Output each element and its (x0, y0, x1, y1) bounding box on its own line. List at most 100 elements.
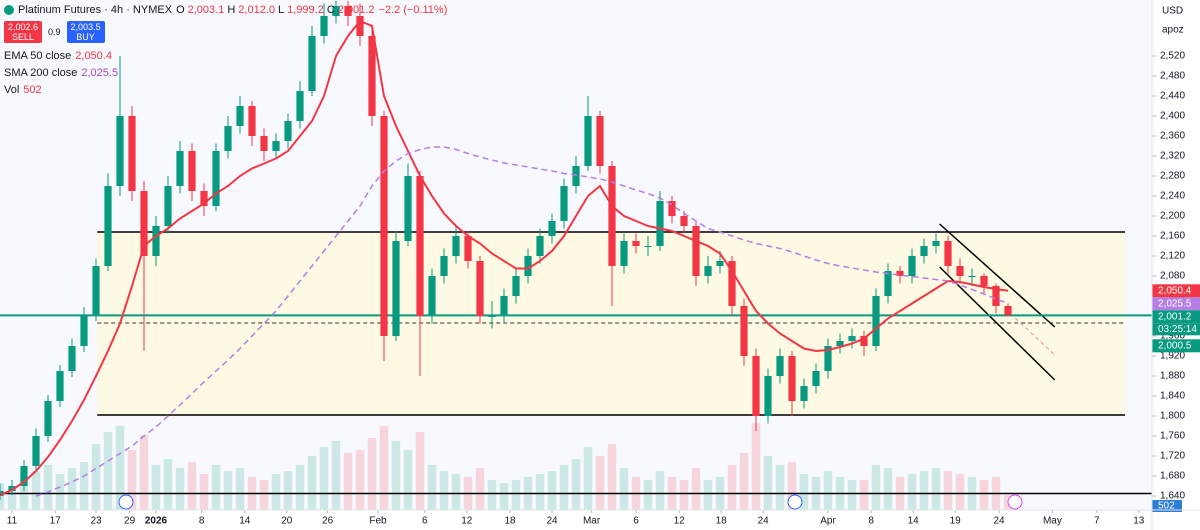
price-tag-label: 2,050.4 (1158, 285, 1192, 296)
ohlc-value: 2,012.0 (238, 4, 275, 16)
volume-bar (175, 468, 185, 510)
indicator-name: EMA 50 close (4, 50, 72, 62)
candle-body (728, 261, 736, 306)
candle-body (56, 371, 64, 401)
volume-bar (0, 483, 5, 510)
channel-line (939, 223, 1056, 328)
x-tick-label: Apr (820, 516, 836, 527)
candle-body (752, 356, 760, 416)
y-tick-label: 2,320 (1160, 151, 1185, 162)
candle-body (920, 246, 928, 256)
event-icon[interactable] (787, 494, 803, 510)
event-icon[interactable] (1007, 494, 1023, 510)
volume-bar (307, 456, 317, 510)
volume-bar (595, 456, 605, 510)
countdown-tag (1152, 323, 1200, 336)
volume-bar (331, 441, 341, 510)
candle-body (368, 36, 376, 116)
y-tick-label: 1,960 (1160, 331, 1185, 342)
candle-body (476, 261, 484, 316)
volume-bar (391, 441, 401, 510)
x-tick-label: 14 (908, 516, 920, 527)
volume-bar (223, 471, 233, 510)
volume-bar (139, 435, 149, 510)
channel-line (939, 266, 1056, 381)
x-tick-label: 6 (422, 516, 428, 527)
x-tick-label: 13 (1133, 516, 1145, 527)
indicator-name: Vol (4, 84, 20, 96)
candle-body (740, 306, 748, 356)
volume-tag-label: 502 (1158, 501, 1175, 512)
candle-body (380, 116, 388, 336)
candle-body (692, 226, 700, 276)
ohlc-key: L (277, 4, 285, 16)
candle-body (620, 241, 628, 266)
volume-bar (859, 480, 869, 510)
candle-body (716, 261, 724, 266)
ohlc-key: C (326, 4, 335, 16)
y-tick-label: 2,200 (1160, 211, 1185, 222)
volume-bar (499, 483, 509, 510)
candle-body (428, 276, 436, 316)
candle-body (356, 16, 364, 36)
y-tick-label: 1,760 (1160, 431, 1185, 442)
indicator-value: 502 (23, 84, 42, 96)
symbol: Platinum Futures · 4h · NYMEX (18, 4, 173, 16)
y-tick-label: 2,160 (1160, 231, 1185, 242)
volume-bar (727, 465, 737, 510)
buy-label: BUY (76, 32, 95, 42)
y-tick-label: 1,840 (1160, 391, 1185, 402)
candle-body (344, 6, 352, 16)
volume-bar (763, 456, 773, 510)
y-tick-label: 2,240 (1160, 191, 1185, 202)
x-tick-label: 26 (322, 516, 334, 527)
candle-body (452, 236, 460, 256)
volume-bar (871, 465, 881, 510)
candle-body (932, 241, 940, 246)
indicator: Vol 502 (4, 84, 42, 96)
volume-bar (55, 474, 65, 510)
volume-bar (427, 465, 437, 510)
candle-body (260, 136, 268, 151)
x-tick-label: 11 (7, 516, 18, 527)
candle-body (1004, 306, 1012, 316)
price-tag (1152, 310, 1200, 324)
buy-button[interactable]: 2,003.5 BUY (66, 21, 105, 43)
volume-bar (511, 480, 521, 510)
volume-bar (127, 450, 137, 510)
candle-body (32, 436, 40, 466)
y-tick-label: 2,120 (1160, 251, 1185, 262)
ema-line (0, 19, 1009, 496)
x-tick-label: 2026 (145, 516, 168, 527)
volume-bar (379, 426, 389, 510)
y-tick-label: 2,360 (1160, 131, 1185, 142)
x-tick-label: 14 (239, 516, 251, 527)
volume-bar (883, 468, 893, 510)
volume-bar (355, 450, 365, 510)
candle-body (908, 256, 916, 276)
y-tick-label: 1,680 (1160, 471, 1185, 482)
volume-bar (475, 468, 485, 510)
volume-bar (703, 480, 713, 510)
volume-bar (847, 480, 857, 510)
candle-body (128, 116, 136, 191)
volume-bar (547, 471, 557, 510)
price-tag (1152, 284, 1200, 298)
volume-bar (103, 432, 113, 510)
candle-body (392, 241, 400, 336)
change: −2.2 (−0.11%) (378, 4, 448, 16)
x-tick-label: Feb (369, 516, 387, 527)
sell-button[interactable]: 2,002.6 SELL (4, 21, 43, 43)
candle-body (824, 346, 832, 371)
candle-body (284, 121, 292, 141)
candle-body (812, 371, 820, 386)
candle-body (968, 276, 976, 277)
event-icon[interactable] (118, 494, 134, 510)
candle-body (296, 91, 304, 121)
candle-body (956, 266, 964, 276)
volume-bar (259, 480, 269, 510)
candle-body (836, 341, 844, 346)
x-tick-label: 18 (716, 516, 728, 527)
volume-bar (79, 462, 89, 510)
